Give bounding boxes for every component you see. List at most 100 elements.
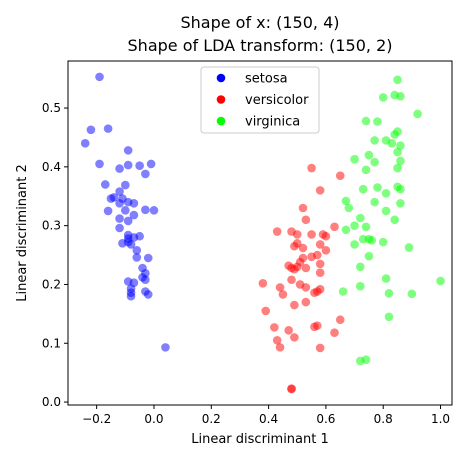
versicolor-point <box>330 222 339 232</box>
virginica-point <box>350 154 359 164</box>
virginica-point <box>361 165 371 175</box>
x-tick-label: 0.8 <box>374 412 393 426</box>
data-points <box>80 72 445 394</box>
versicolor-point <box>330 328 339 337</box>
versicolor-point <box>301 263 311 273</box>
versicolor-point <box>275 343 285 352</box>
series-virginica <box>338 75 445 366</box>
virginica-point <box>338 287 348 296</box>
setosa-point <box>146 159 156 169</box>
setosa-point <box>135 161 144 170</box>
virginica-point <box>381 189 391 198</box>
versicolor-point <box>313 250 322 260</box>
virginica-point <box>436 276 445 286</box>
virginica-point <box>407 289 417 299</box>
setosa-point <box>86 125 96 135</box>
setosa-point <box>161 343 170 352</box>
virginica-point <box>393 147 402 157</box>
versicolor-point <box>284 326 293 335</box>
virginica-point <box>384 288 394 298</box>
versicolor-point <box>321 246 331 255</box>
chart-title-line-2: Shape of LDA transform: (150, 2) <box>128 36 393 55</box>
plot-area-frame <box>67 60 453 406</box>
virginica-point <box>355 281 365 291</box>
virginica-point <box>378 93 388 102</box>
versicolor-point <box>295 257 305 267</box>
y-tick-label: 0.1 <box>42 336 61 350</box>
x-tick-label: 1.0 <box>431 412 450 426</box>
versicolor-point <box>313 287 322 296</box>
versicolor-point <box>298 243 308 253</box>
setosa-point <box>100 180 110 189</box>
virginica-point <box>370 136 379 145</box>
y-tick-label: 0.3 <box>42 219 61 233</box>
virginica-point <box>355 262 365 272</box>
legend-label-setosa: setosa <box>245 72 288 87</box>
versicolor-point <box>307 163 316 173</box>
virginica-point <box>387 139 397 148</box>
virginica-point <box>393 75 402 85</box>
y-tick-label: 0.5 <box>42 101 61 115</box>
virginica-point <box>344 203 354 213</box>
setosa-point <box>123 237 133 247</box>
versicolor-point <box>315 343 325 353</box>
x-tick-label: −0.2 <box>82 412 111 426</box>
versicolor-point <box>270 323 279 332</box>
virginica-point <box>396 91 405 101</box>
versicolor-point <box>290 300 299 310</box>
versicolor-point <box>278 290 288 299</box>
virginica-point <box>361 222 371 232</box>
setosa-point <box>135 231 144 241</box>
chart-title-line-1: Shape of x: (150, 4) <box>180 13 339 32</box>
setosa-point <box>95 72 104 82</box>
versicolor-point <box>287 384 296 394</box>
virginica-point <box>341 225 351 235</box>
virginica-point <box>350 240 359 249</box>
legend-marker-versicolor <box>216 95 226 104</box>
virginica-point <box>404 243 414 252</box>
versicolor-point <box>335 171 345 180</box>
virginica-point <box>341 196 351 206</box>
setosa-point <box>132 246 142 255</box>
versicolor-point <box>290 241 299 251</box>
virginica-point <box>350 221 359 230</box>
virginica-point <box>396 141 405 150</box>
virginica-point <box>384 312 394 322</box>
versicolor-point <box>301 283 311 292</box>
virginica-point <box>378 237 388 247</box>
setosa-point <box>123 216 133 226</box>
setosa-point <box>121 180 130 190</box>
versicolor-point <box>298 203 308 213</box>
virginica-point <box>367 236 377 245</box>
versicolor-point <box>258 278 268 288</box>
setosa-point <box>126 291 136 301</box>
setosa-point <box>141 205 150 215</box>
setosa-point <box>103 124 113 133</box>
setosa-point <box>141 275 150 285</box>
virginica-point <box>396 199 405 208</box>
legend-label-versicolor: versicolor <box>245 93 309 108</box>
setosa-point <box>129 199 139 208</box>
virginica-point <box>361 116 371 126</box>
virginica-point <box>393 163 402 173</box>
y-tick-label: 0.0 <box>42 395 61 409</box>
versicolor-point <box>272 336 282 345</box>
setosa-point <box>115 164 124 173</box>
versicolor-point <box>307 230 316 239</box>
setosa-point <box>143 290 153 299</box>
axis-ticks: −0.2 0.0 0.2 0.4 0.6 0.8 1.0 0.0 0.1 0.2 0.3 0.4 0.5 <box>42 101 450 426</box>
virginica-point <box>361 355 371 365</box>
y-axis-label: Linear discriminant 2 <box>15 164 30 302</box>
setosa-point <box>103 206 113 216</box>
setosa-point <box>149 206 159 215</box>
virginica-point <box>373 117 382 126</box>
series-versicolor <box>258 163 345 394</box>
virginica-point <box>396 184 405 194</box>
y-tick-label: 0.4 <box>42 160 61 174</box>
x-tick-label: 0.6 <box>316 412 335 426</box>
versicolor-point <box>287 275 296 285</box>
versicolor-point <box>321 231 331 241</box>
legend-marker-setosa <box>216 73 226 83</box>
setosa-point <box>123 146 133 155</box>
